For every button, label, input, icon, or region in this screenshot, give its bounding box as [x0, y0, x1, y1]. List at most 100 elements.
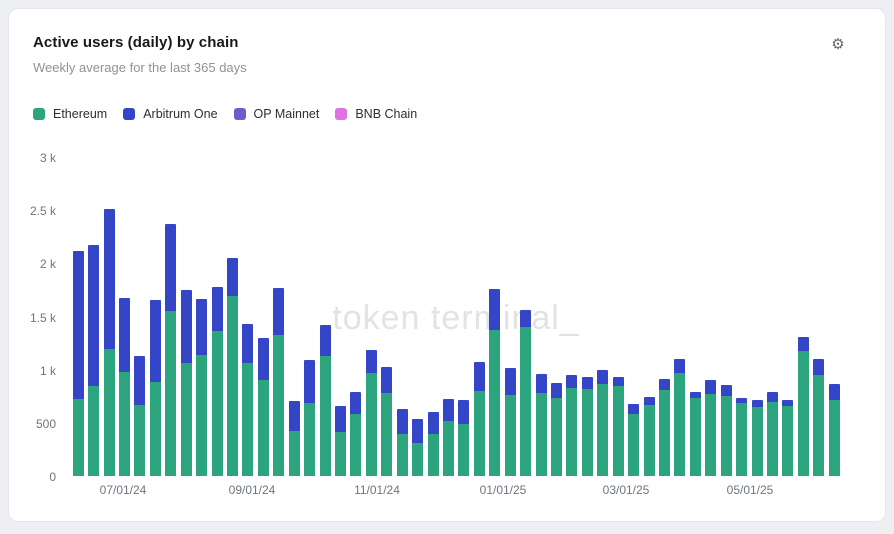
bar-group[interactable]	[535, 374, 547, 476]
bar-group[interactable]	[551, 383, 563, 476]
arbitrum-one-segment	[566, 375, 578, 389]
bar-group[interactable]	[489, 289, 501, 476]
bar-group[interactable]	[149, 300, 161, 476]
bar-group[interactable]	[597, 370, 609, 476]
legend-label: BNB Chain	[355, 107, 418, 121]
bar-group[interactable]	[473, 361, 485, 476]
legend-item-ethereum[interactable]: Ethereum	[33, 107, 107, 121]
ethereum-segment	[211, 330, 223, 476]
bar-group[interactable]	[335, 406, 346, 476]
ethereum-segment	[566, 388, 578, 476]
bar-group[interactable]	[72, 251, 84, 476]
legend-item-arbitrum-one[interactable]: Arbitrum One	[123, 107, 218, 121]
y-tick-label: 500	[35, 417, 56, 431]
ethereum-segment	[504, 394, 516, 476]
arbitrum-one-segment	[257, 337, 269, 381]
bar-group[interactable]	[674, 359, 686, 476]
bar-group[interactable]	[396, 409, 408, 476]
bar-group[interactable]	[165, 223, 177, 476]
arbitrum-one-segment	[396, 409, 408, 435]
ethereum-segment	[412, 442, 424, 476]
legend-swatch-icon	[33, 108, 45, 120]
bar-group[interactable]	[689, 391, 701, 476]
bar-group[interactable]	[705, 380, 717, 476]
bar-group[interactable]	[828, 383, 840, 476]
bar-group[interactable]	[134, 356, 146, 476]
bar-group[interactable]	[427, 412, 439, 476]
bar-group[interactable]	[659, 379, 671, 476]
bar-group[interactable]	[350, 392, 362, 476]
bar-group[interactable]	[288, 400, 300, 476]
bar-group[interactable]	[720, 384, 732, 476]
ethereum-segment	[350, 413, 362, 476]
arbitrum-one-segment	[612, 376, 624, 386]
bar-group[interactable]	[227, 257, 238, 476]
ethereum-segment	[381, 392, 393, 476]
bar-group[interactable]	[751, 400, 763, 476]
ethereum-segment	[72, 399, 84, 476]
bar-group[interactable]	[566, 375, 578, 476]
ethereum-segment	[257, 380, 269, 476]
arbitrum-one-segment	[736, 397, 748, 403]
bar-group[interactable]	[767, 392, 779, 476]
arbitrum-one-segment	[705, 380, 717, 395]
ethereum-segment	[227, 295, 238, 476]
ethereum-segment	[828, 400, 840, 476]
arbitrum-one-segment	[335, 406, 346, 432]
arbitrum-one-segment	[458, 399, 470, 425]
chart-subtitle: Weekly average for the last 365 days	[33, 60, 247, 75]
bar-group[interactable]	[628, 403, 640, 476]
bar-group[interactable]	[103, 208, 115, 476]
arbitrum-one-segment	[227, 257, 238, 296]
arbitrum-one-segment	[72, 251, 84, 400]
bar-group[interactable]	[196, 298, 208, 476]
ethereum-segment	[581, 389, 593, 476]
ethereum-segment	[797, 350, 809, 476]
arbitrum-one-segment	[196, 298, 208, 355]
bar-group[interactable]	[88, 244, 100, 476]
bar-group[interactable]	[504, 368, 516, 476]
x-tick-label: 05/01/25	[726, 483, 774, 497]
bar-group[interactable]	[813, 358, 825, 476]
bar-group[interactable]	[443, 399, 455, 476]
arbitrum-one-segment	[211, 287, 223, 331]
x-tick-label: 07/01/24	[99, 483, 147, 497]
bar-group[interactable]	[273, 287, 285, 476]
bar-group[interactable]	[319, 325, 331, 476]
bar-group[interactable]	[520, 309, 532, 476]
bar-group[interactable]	[412, 419, 424, 476]
bar-group[interactable]	[257, 337, 269, 476]
y-tick-label: 2.5 k	[29, 204, 56, 218]
bar-group[interactable]	[304, 359, 316, 476]
arbitrum-one-segment	[288, 400, 300, 431]
settings-button[interactable]: ⚙	[826, 33, 850, 57]
x-tick-label: 03/01/25	[602, 483, 650, 497]
ethereum-segment	[242, 363, 254, 476]
bar-group[interactable]	[782, 400, 794, 476]
bar-group[interactable]	[643, 396, 655, 476]
bar-group[interactable]	[118, 297, 130, 476]
legend-item-op-mainnet[interactable]: OP Mainnet	[233, 107, 319, 121]
bar-group[interactable]	[797, 337, 809, 476]
ethereum-segment	[597, 384, 609, 476]
bar-group[interactable]	[581, 377, 593, 476]
legend-item-bnb-chain[interactable]: BNB Chain	[335, 107, 417, 121]
arbitrum-one-segment	[689, 391, 701, 399]
arbitrum-one-segment	[134, 356, 146, 405]
ethereum-segment	[365, 372, 377, 476]
ethereum-segment	[751, 406, 763, 476]
arbitrum-one-segment	[443, 399, 455, 421]
bar-group[interactable]	[180, 289, 192, 476]
bar-group[interactable]	[458, 399, 470, 476]
ethereum-segment	[705, 394, 717, 476]
bar-group[interactable]	[381, 366, 393, 476]
ethereum-segment	[288, 430, 300, 476]
bar-group[interactable]	[365, 349, 377, 476]
bar-group[interactable]	[242, 323, 254, 476]
ethereum-segment	[180, 362, 192, 476]
arbitrum-one-segment	[751, 400, 763, 407]
bar-group[interactable]	[736, 397, 748, 476]
arbitrum-one-segment	[381, 366, 393, 393]
bar-group[interactable]	[612, 376, 624, 476]
bar-group[interactable]	[211, 287, 223, 476]
